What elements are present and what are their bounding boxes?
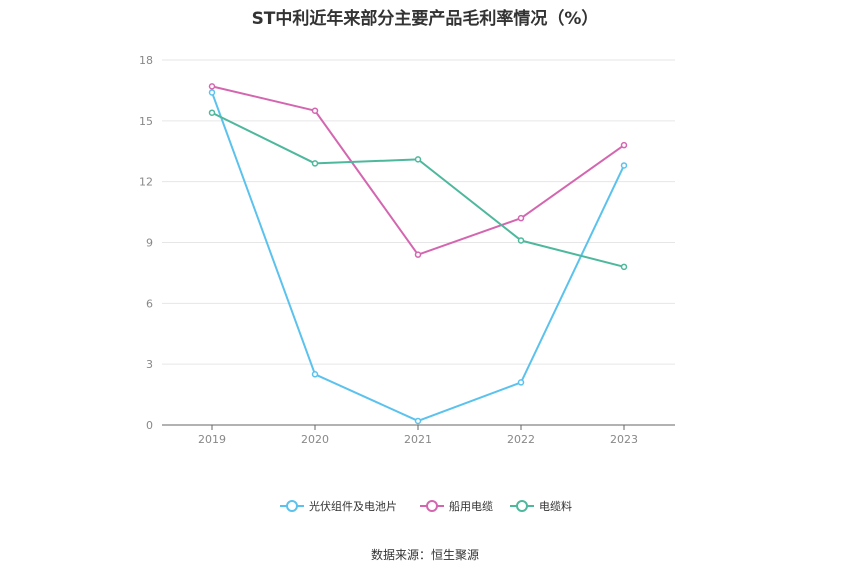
x-tick-label: 2021	[404, 433, 432, 446]
legend-marker	[286, 500, 298, 512]
x-tick-label: 2020	[301, 433, 329, 446]
series-2	[208, 83, 628, 258]
legend-label: 光伏组件及电池片	[309, 499, 397, 513]
data-point[interactable]	[311, 371, 319, 378]
y-tick-label: 15	[139, 115, 153, 128]
y-tick-label: 0	[146, 419, 153, 432]
data-point[interactable]	[414, 417, 422, 425]
data-point[interactable]	[414, 251, 422, 258]
x-tick-label: 2023	[610, 433, 638, 446]
data-point[interactable]	[517, 237, 525, 244]
series-1	[208, 89, 628, 425]
y-tick-label: 18	[139, 54, 153, 67]
data-point[interactable]	[517, 214, 525, 222]
legend-item-2[interactable]: 船用电缆	[420, 499, 493, 513]
series-lines	[208, 83, 628, 425]
data-point[interactable]	[311, 160, 319, 167]
data-point[interactable]	[620, 263, 628, 271]
legend-marker	[516, 500, 528, 512]
y-tick-label: 9	[146, 237, 153, 250]
grid-lines	[162, 59, 675, 365]
legend-item-1[interactable]: 光伏组件及电池片	[280, 499, 397, 513]
data-point[interactable]	[620, 141, 628, 149]
y-tick-label: 12	[139, 176, 153, 189]
legend-label: 船用电缆	[449, 499, 493, 513]
x-tick-label: 2019	[198, 433, 226, 446]
legend-label: 电缆料	[539, 499, 572, 513]
chart-title: ST中利近年来部分主要产品毛利率情况（%）	[251, 9, 599, 29]
legend[interactable]: 光伏组件及电池片 船用电缆 电缆料	[280, 499, 572, 513]
source-note: 数据来源：恒生聚源	[370, 548, 479, 562]
data-point[interactable]	[208, 89, 216, 96]
data-point[interactable]	[620, 162, 628, 169]
series-line	[211, 85, 625, 256]
axes: 0 3 6 9 12 15 18 2019 2020 2021 2022 2023	[139, 54, 675, 446]
y-tick-label: 6	[146, 297, 153, 310]
legend-marker	[426, 500, 438, 512]
data-point[interactable]	[208, 83, 216, 90]
data-point[interactable]	[311, 107, 319, 114]
legend-item-3[interactable]: 电缆料	[510, 499, 572, 513]
data-point[interactable]	[208, 109, 216, 116]
data-point[interactable]	[517, 379, 525, 386]
data-point[interactable]	[414, 156, 422, 163]
x-tick-label: 2022	[507, 433, 535, 446]
y-tick-label: 3	[146, 358, 153, 371]
series-3	[208, 109, 628, 271]
